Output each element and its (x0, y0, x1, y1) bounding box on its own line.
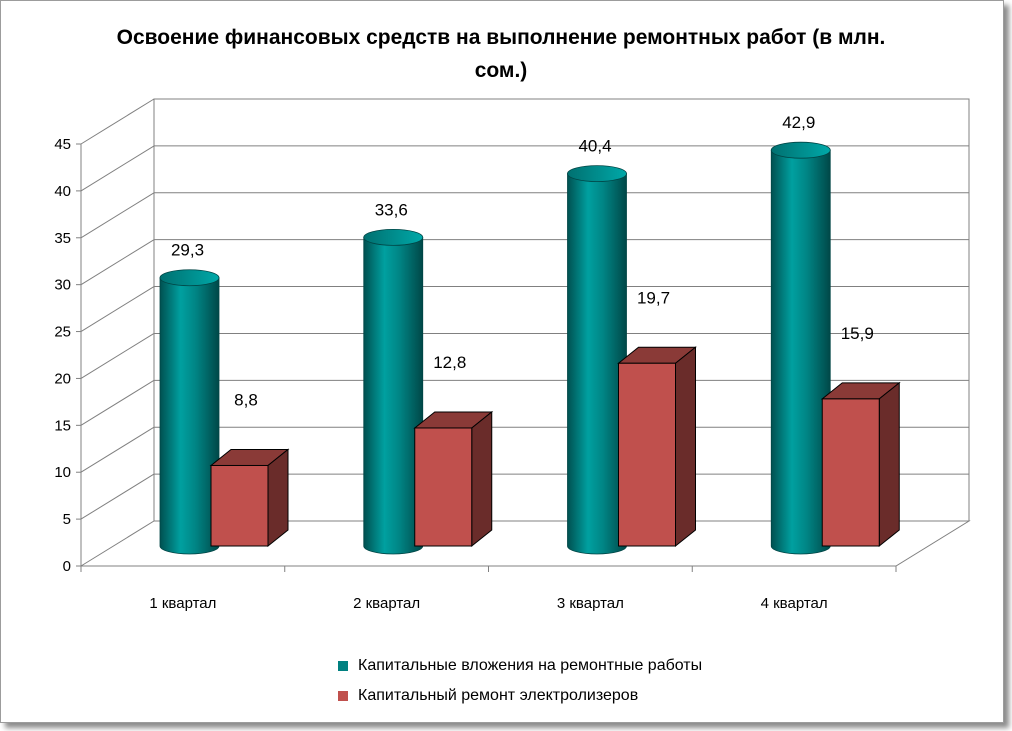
bar-electrolyzer-repair (820, 381, 901, 548)
chart-title: Освоение финансовых средств на выполнени… (116, 26, 886, 82)
data-label: 40,4 (578, 137, 611, 156)
chart-plot: 0 5 10 15 20 25 30 35 40 45 1 квартал 2 квартал 3 кв… (54, 98, 971, 612)
gridline-diagonal (80, 379, 155, 426)
data-label: 42,9 (782, 113, 815, 132)
x-tick-label: 1 квартал (149, 595, 216, 612)
y-tick-label: 35 (54, 230, 71, 247)
x-tick-label: 3 квартал (557, 595, 624, 612)
bar-electrolyzer-repair (617, 346, 697, 548)
gridline-diagonal (80, 426, 155, 473)
legend-label: Капитальный ремонт электролизеров (358, 687, 639, 704)
gridline-diagonal (80, 98, 155, 145)
y-tick-label: 20 (54, 370, 71, 387)
bar-capital-investments (363, 229, 424, 555)
data-label: 33,6 (375, 200, 408, 219)
x-tick-label: 2 квартал (353, 595, 420, 612)
y-tick-label: 5 (63, 511, 71, 528)
bar-electrolyzer-repair (413, 410, 494, 548)
y-tick-label: 45 (54, 136, 71, 153)
y-tick-label: 15 (54, 417, 71, 434)
data-label: 15,9 (841, 324, 874, 343)
bar-capital-investments (159, 269, 220, 555)
data-label: 29,3 (171, 241, 204, 260)
gridline-diagonal (80, 286, 155, 332)
legend-label: Капитальные вложения на ремонтные работы (358, 657, 703, 674)
bar-electrolyzer-repair (209, 448, 290, 548)
legend-item-electrolyzer-repair: Капитальный ремонт электролизеров (338, 681, 702, 711)
legend-swatch (338, 661, 348, 671)
y-tick-label: 40 (54, 183, 71, 200)
legend: Капитальные вложения на ремонтные работы… (338, 651, 702, 711)
y-tick-label: 10 (54, 464, 71, 481)
gridline-diagonal (80, 192, 155, 239)
legend-swatch (338, 691, 348, 701)
gridline-diagonal (80, 239, 155, 286)
y-tick-label: 30 (54, 277, 71, 294)
gridline-diagonal (80, 145, 155, 192)
legend-item-capital-investments: Капитальные вложения на ремонтные работы (338, 651, 702, 681)
gridline-diagonal (80, 473, 155, 520)
y-tick-label: 25 (54, 324, 71, 341)
bar-capital-investments (567, 165, 627, 555)
bar-capital-investments (770, 141, 831, 555)
data-label: 8,8 (234, 390, 258, 409)
y-tick-label: 0 (63, 558, 71, 575)
data-label: 12,8 (433, 353, 466, 372)
gridline-diagonal (80, 333, 155, 379)
x-tick-label: 4 квартал (761, 595, 828, 612)
data-label: 19,7 (637, 288, 670, 307)
